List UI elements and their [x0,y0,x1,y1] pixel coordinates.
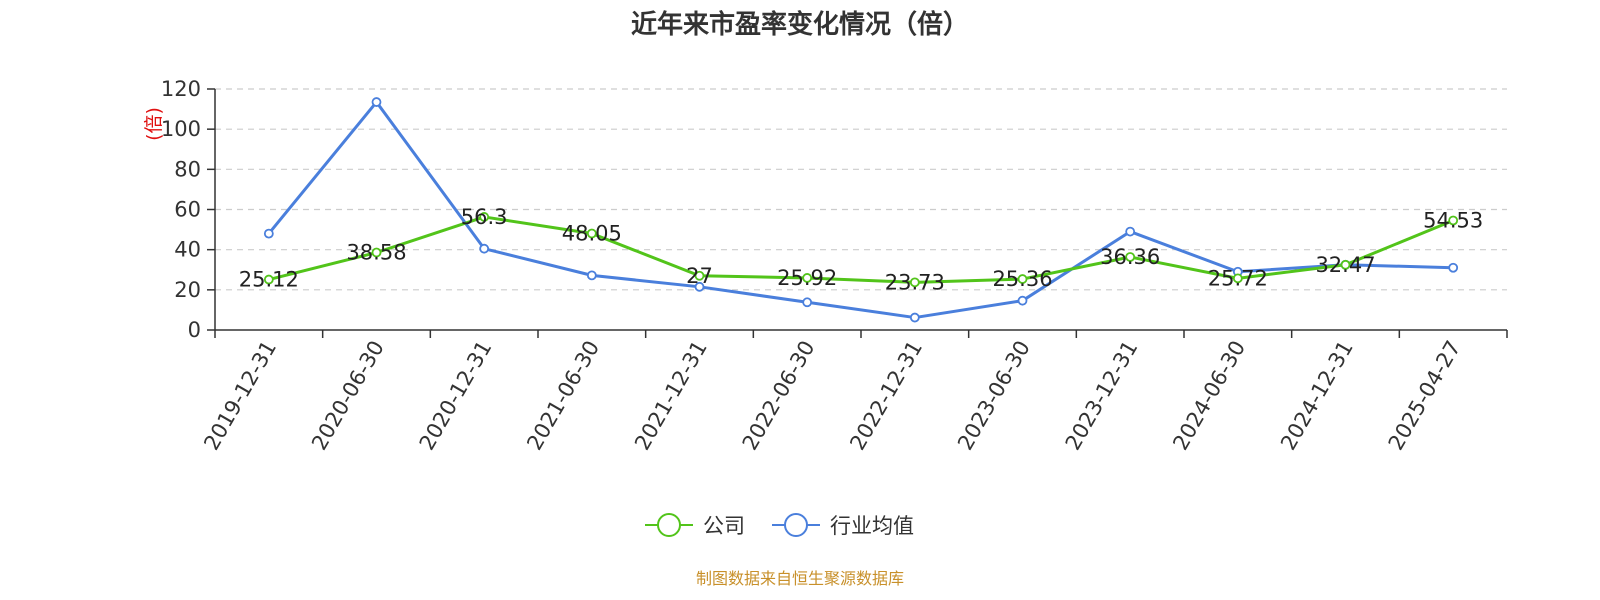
data-point-industry [1017,295,1028,306]
x-tick-label: 2023-06-30 [953,337,1035,455]
data-point-industry [371,97,382,107]
x-axis: 2019-12-31 2020-06-30 2020-12-31 2021-06-30… [199,329,1508,455]
data-point-company [586,228,597,239]
y-tick-label: 120 [161,77,201,101]
x-tick-label: 2022-12-31 [845,336,927,454]
y-axis-label: (倍) [143,107,165,141]
y-tick-label: 60 [174,198,201,222]
data-label: 23.73 [885,270,945,294]
data-point-industry [802,297,813,308]
data-point-industry [479,243,490,254]
legend[interactable]: 公司 行业均值 [645,513,914,538]
x-tick-label: 2025-04-27 [1384,337,1466,455]
legend-marker [784,513,808,537]
data-point-company [479,212,490,222]
data-label: 27 [686,264,713,288]
legend-marker [657,513,681,537]
data-label: 25.36 [992,267,1052,291]
data-label: 32.47 [1315,253,1375,277]
legend-label: 公司 [703,514,745,538]
x-tick-label: 2023-12-31 [1061,337,1143,455]
data-point-company [694,270,705,281]
data-point-company [909,277,920,288]
y-tick-label: 80 [174,157,201,181]
data-source-note: 制图数据来自恒生聚源数据库 [696,569,904,588]
data-label: 36.36 [1100,245,1160,269]
data-label: 25.92 [777,266,837,290]
y-tick-label: 40 [174,238,201,262]
data-point-company [1017,274,1028,284]
data-point-industry [909,312,920,323]
y-tick-label: 20 [174,278,201,302]
chart-title: 近年来市盈率变化情况（倍） [631,9,969,40]
data-label: 25.72 [1208,266,1268,290]
x-tick-label: 2020-06-30 [307,337,389,455]
series-lines [267,100,1454,320]
data-point-company [371,247,382,258]
data-point-company [802,273,813,283]
data-point-company [1340,259,1351,270]
data-point-industry [694,281,705,292]
x-tick-label: 2024-12-31 [1276,337,1358,455]
data-point-industry [263,228,274,239]
x-tick-label: 2021-06-30 [522,337,604,455]
data-point-company [1125,252,1136,262]
data-point-industry [586,270,597,281]
series-line-company [268,215,1454,284]
y-tick-label: 0 [188,318,201,342]
x-tick-label: 2024-06-30 [1168,337,1250,455]
legend-label: 行业均值 [830,514,914,538]
data-label: 25.12 [239,268,299,292]
data-label: 54.53 [1423,208,1483,232]
y-grid [215,88,1507,291]
data-point-industry [1448,262,1459,273]
x-tick-label: 2022-06-30 [738,337,820,455]
y-axis: 0 20 40 60 80 100 120 [161,77,216,342]
legend-item-company[interactable]: 公司 [645,513,745,538]
data-point-company [1232,273,1243,284]
legend-item-industry[interactable]: 行业均值 [772,513,914,538]
data-point-company [1448,215,1459,226]
data-label: 56.3 [461,205,508,229]
data-point-company [263,274,274,285]
data-label: 48.05 [562,221,622,245]
x-tick-label: 2021-12-31 [630,337,712,455]
x-tick-label: 2019-12-31 [199,337,281,455]
data-label: 38.58 [346,241,406,265]
data-labels: 25.12 38.58 56.3 48.05 27 25.92 23.73 25.36 36.3… [239,205,1483,294]
y-tick-label: 100 [161,117,201,141]
series-points [263,97,1459,323]
data-point-industry [1125,226,1136,237]
x-tick-label: 2020-12-31 [415,336,497,454]
